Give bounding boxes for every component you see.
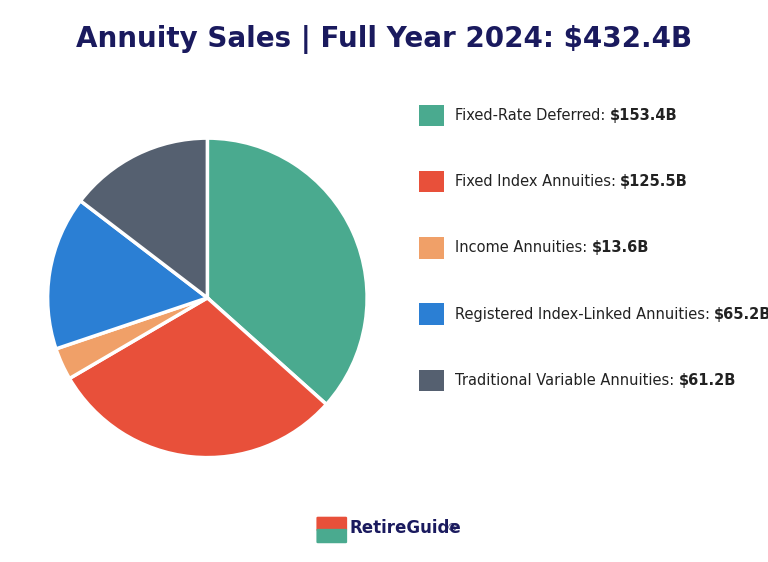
Text: Annuity Sales | Full Year 2024: $432.4B: Annuity Sales | Full Year 2024: $432.4B <box>76 25 692 55</box>
Text: Fixed Index Annuities:: Fixed Index Annuities: <box>455 174 621 189</box>
Text: $65.2B: $65.2B <box>714 307 768 321</box>
Wedge shape <box>48 201 207 349</box>
Text: RetireGuide: RetireGuide <box>349 519 462 537</box>
Text: R: R <box>324 514 339 533</box>
Wedge shape <box>81 138 207 298</box>
Text: Fixed-Rate Deferred:: Fixed-Rate Deferred: <box>455 108 610 123</box>
Wedge shape <box>56 298 207 378</box>
Text: Traditional Variable Annuities:: Traditional Variable Annuities: <box>455 373 679 388</box>
Text: ®: ® <box>447 523 458 533</box>
Text: $153.4B: $153.4B <box>610 108 677 123</box>
Text: Income Annuities:: Income Annuities: <box>455 241 591 255</box>
Wedge shape <box>69 298 326 457</box>
Text: $13.6B: $13.6B <box>591 241 649 255</box>
Wedge shape <box>207 138 367 405</box>
Text: $125.5B: $125.5B <box>621 174 688 189</box>
Text: Registered Index-Linked Annuities:: Registered Index-Linked Annuities: <box>455 307 714 321</box>
Text: $61.2B: $61.2B <box>679 373 736 388</box>
